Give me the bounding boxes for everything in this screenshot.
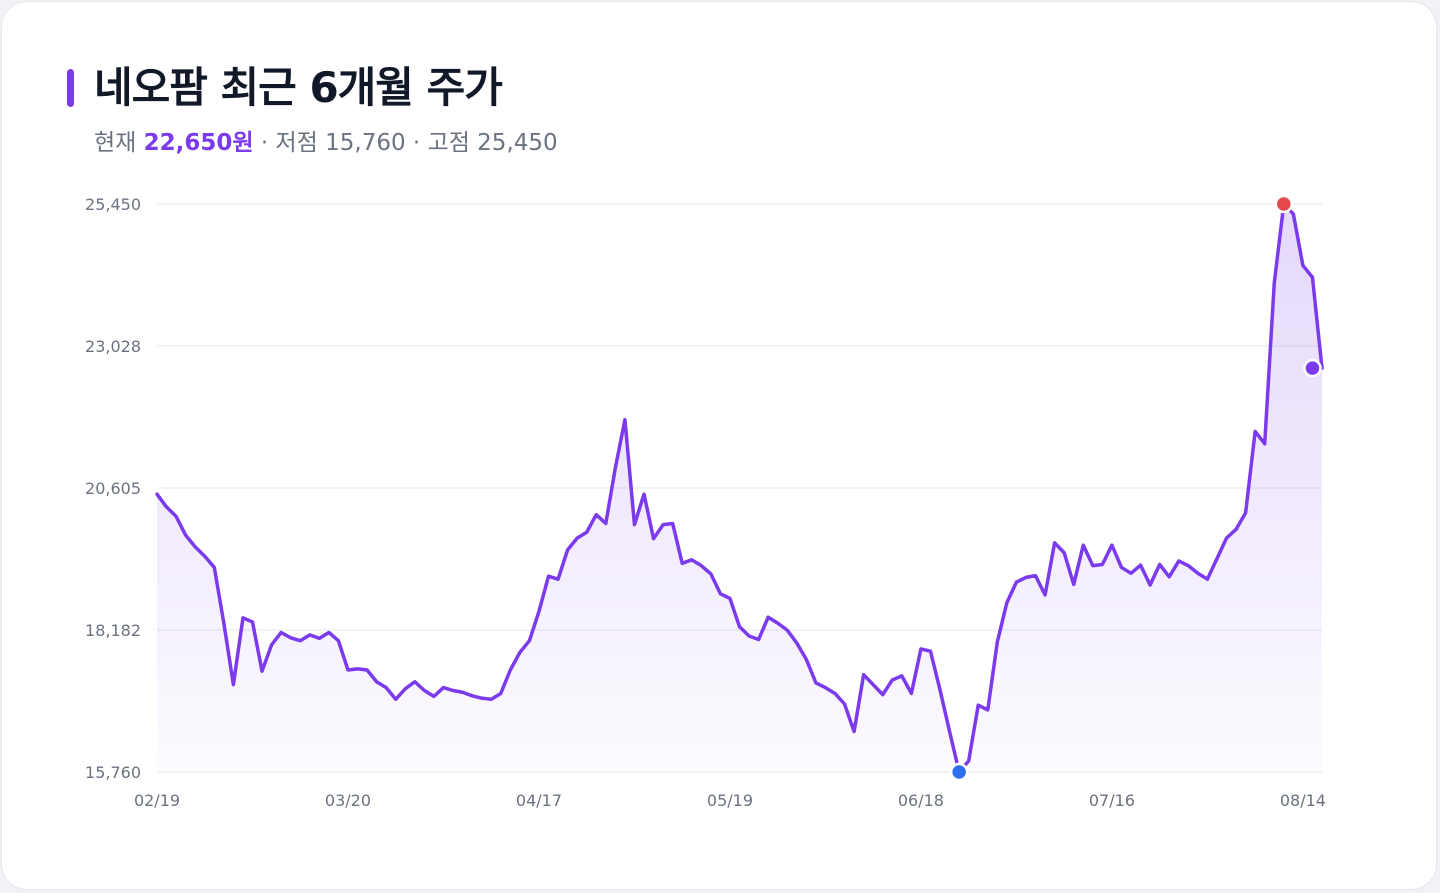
x-tick-label: 03/20 bbox=[325, 791, 371, 810]
x-tick-label: 02/19 bbox=[134, 791, 180, 810]
markers bbox=[949, 194, 1322, 782]
price-line bbox=[155, 202, 1324, 774]
y-tick-label: 20,605 bbox=[85, 479, 141, 498]
y-tick-label: 18,182 bbox=[85, 621, 141, 640]
price-summary: 현재 22,650원 · 저점 15,760 · 고점 25,450 bbox=[94, 126, 558, 160]
x-tick-label: 08/14 bbox=[1280, 791, 1326, 810]
current-price-value: 22,650원 bbox=[143, 130, 254, 156]
low-price-text: · 저점 15,760 bbox=[260, 130, 406, 156]
current-price-label: 현재 bbox=[94, 130, 137, 156]
x-axis: 02/19 03/20 04/17 05/19 06/18 07/16 08/14 bbox=[134, 791, 1326, 810]
high-price-text: · 고점 25,450 bbox=[412, 130, 558, 156]
high-point-marker bbox=[1274, 194, 1294, 214]
x-tick-label: 07/16 bbox=[1089, 791, 1135, 810]
low-point-marker bbox=[949, 762, 969, 782]
y-axis: 25,450 23,028 20,605 18,182 15,760 bbox=[85, 195, 141, 782]
y-tick-label: 25,450 bbox=[85, 195, 141, 214]
x-tick-label: 06/18 bbox=[898, 791, 944, 810]
x-tick-label: 05/19 bbox=[707, 791, 753, 810]
x-tick-label: 04/17 bbox=[516, 791, 562, 810]
current-point-marker bbox=[1303, 358, 1322, 378]
title-accent-bar bbox=[67, 69, 74, 107]
price-area bbox=[157, 204, 1322, 772]
page-title: 네오팜 최근 6개월 주가 bbox=[94, 63, 503, 112]
y-tick-label: 23,028 bbox=[85, 337, 141, 356]
y-tick-label: 15,760 bbox=[85, 763, 141, 782]
